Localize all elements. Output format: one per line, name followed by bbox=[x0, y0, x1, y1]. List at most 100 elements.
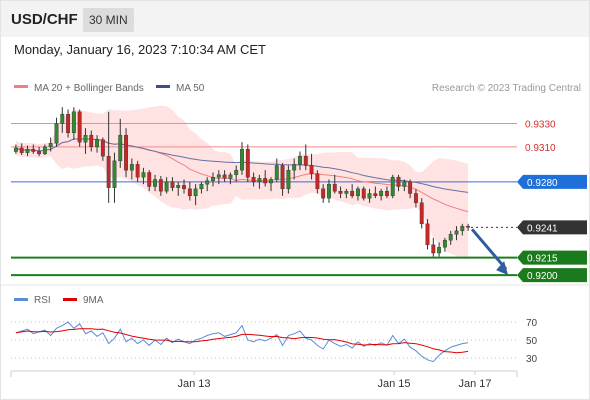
candle-body bbox=[222, 174, 227, 179]
candle bbox=[280, 163, 285, 196]
candle bbox=[95, 135, 100, 153]
candle-body bbox=[193, 188, 198, 197]
candle-body bbox=[466, 225, 471, 228]
candle-body bbox=[228, 174, 233, 179]
candle bbox=[216, 170, 221, 185]
candle bbox=[118, 118, 123, 168]
candle-body bbox=[384, 190, 389, 197]
candle bbox=[373, 186, 378, 199]
candle-body bbox=[350, 190, 355, 197]
candle-body bbox=[292, 164, 297, 171]
candle-body bbox=[147, 172, 152, 187]
candle bbox=[106, 111, 111, 203]
candle-body bbox=[379, 190, 384, 197]
level-label-0.9200: 0.9200 bbox=[527, 271, 558, 282]
candle bbox=[408, 179, 413, 199]
ma9-line bbox=[15, 328, 469, 354]
candle bbox=[37, 146, 42, 157]
candle bbox=[77, 109, 82, 147]
candle bbox=[54, 117, 59, 147]
candle-body bbox=[170, 181, 175, 188]
candle bbox=[460, 223, 465, 236]
time-tick-label: Jan 15 bbox=[377, 378, 410, 390]
candle bbox=[89, 130, 94, 152]
candle-body bbox=[77, 111, 82, 143]
candle-body bbox=[135, 164, 140, 178]
ma50-legend-swatch bbox=[156, 85, 170, 88]
candle bbox=[187, 181, 192, 201]
rsi-line bbox=[15, 321, 469, 363]
candle bbox=[48, 137, 53, 152]
candle bbox=[124, 128, 128, 178]
candle-body bbox=[373, 193, 378, 197]
bollinger-band bbox=[15, 105, 469, 260]
candle bbox=[129, 158, 134, 180]
candle-body bbox=[199, 183, 204, 190]
candle-body bbox=[257, 178, 262, 183]
time-tick-label: Jan 17 bbox=[458, 378, 491, 390]
level-label-0.9330: 0.9330 bbox=[525, 120, 556, 131]
time-tick-label: Jan 13 bbox=[177, 378, 210, 390]
level-tag-0.9200 bbox=[517, 268, 587, 283]
candle-body bbox=[303, 155, 308, 166]
candle bbox=[19, 143, 24, 155]
candle-body bbox=[129, 164, 134, 171]
candle-body bbox=[402, 181, 407, 187]
candle bbox=[332, 174, 337, 194]
symbol-title: USD/CHF bbox=[11, 11, 78, 28]
candle bbox=[112, 152, 117, 203]
candle-body bbox=[419, 202, 424, 225]
candle-body bbox=[240, 148, 244, 171]
candle bbox=[286, 165, 291, 194]
forecast-arrow-shaft bbox=[470, 228, 508, 271]
candle bbox=[100, 137, 105, 161]
candle-body bbox=[309, 165, 314, 174]
candle bbox=[344, 188, 349, 199]
candle bbox=[350, 184, 355, 199]
interval-badge[interactable]: 30 MIN bbox=[83, 8, 134, 32]
candle-body bbox=[83, 134, 88, 143]
candle-body bbox=[327, 183, 331, 199]
candle-body bbox=[153, 179, 157, 187]
rsi-tick-label: 30 bbox=[526, 354, 538, 365]
candle-body bbox=[338, 190, 343, 194]
candle-body bbox=[442, 239, 447, 248]
candle bbox=[240, 142, 244, 175]
candle bbox=[66, 109, 71, 138]
candle-body bbox=[19, 147, 24, 153]
candle bbox=[321, 184, 326, 203]
rsi-legend-label: RSI bbox=[34, 295, 51, 306]
candle-body bbox=[95, 139, 100, 148]
candle-body bbox=[408, 181, 413, 194]
candle-body bbox=[100, 139, 105, 157]
level-label-0.9241: 0.9241 bbox=[527, 223, 558, 234]
candle-body bbox=[286, 169, 291, 190]
candle-body bbox=[269, 179, 273, 184]
level-tag-0.9215 bbox=[517, 250, 587, 265]
candle-body bbox=[454, 230, 459, 235]
candle bbox=[147, 170, 152, 192]
candle-body bbox=[31, 148, 36, 152]
candle-body bbox=[431, 244, 436, 254]
candle-body bbox=[437, 246, 442, 254]
candle-body bbox=[216, 174, 221, 178]
datetime-label: Monday, January 16, 2023 7:10:34 AM CET bbox=[14, 42, 266, 57]
candle-body bbox=[118, 134, 123, 162]
candle-body bbox=[425, 223, 430, 246]
candle bbox=[303, 144, 308, 171]
candle bbox=[419, 198, 424, 229]
candle-body bbox=[211, 176, 215, 181]
candle-body bbox=[298, 155, 302, 165]
forecast-arrow-head bbox=[496, 261, 509, 276]
ma20-legend-swatch bbox=[14, 85, 28, 88]
ma20-legend-label: MA 20 + Bollinger Bands bbox=[34, 83, 144, 94]
candle-body bbox=[25, 148, 30, 153]
candle-body bbox=[390, 176, 395, 197]
candle-body bbox=[251, 176, 256, 183]
candle bbox=[222, 170, 227, 182]
time-axis: Jan 13 Jan 15 Jan 17 bbox=[177, 371, 492, 390]
candle bbox=[442, 237, 447, 252]
candle-body bbox=[42, 146, 47, 155]
candle bbox=[263, 170, 268, 187]
